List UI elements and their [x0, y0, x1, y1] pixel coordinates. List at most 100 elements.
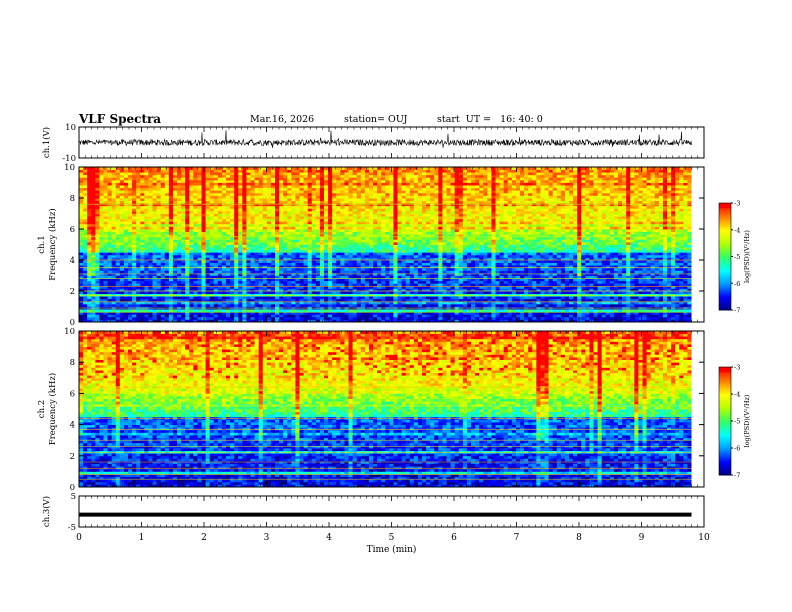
- ch1-spectrogram-cell: [638, 249, 643, 253]
- ch1-spectrogram-cell: [238, 303, 243, 307]
- ch1-spectrogram-cell: [377, 249, 382, 253]
- ch1-spectrogram-cell: [311, 275, 317, 279]
- ch1-spectrogram-cell: [140, 296, 145, 300]
- ch1-spectrogram-cell: [254, 272, 260, 276]
- ch1-spectrogram-cell: [234, 272, 239, 276]
- ch1-spectrogram-cell: [344, 241, 349, 245]
- ch1-spectrogram-cell: [515, 303, 521, 307]
- ch1-spectrogram-cell: [475, 298, 480, 302]
- ch1-spectrogram-cell: [156, 278, 162, 282]
- ch1-spectrogram-cell: [319, 278, 325, 282]
- ch1-spectrogram-cell: [356, 298, 362, 302]
- ch1-spectrogram-cell: [315, 316, 321, 320]
- ch1-spectrogram-cell: [638, 244, 643, 248]
- ch1-spectrogram-cell: [548, 249, 554, 253]
- ch1-spectrogram-cell: [675, 298, 680, 302]
- ch1-spectrogram-cell: [246, 241, 251, 245]
- ch1-spectrogram-cell: [373, 314, 378, 318]
- ch1-spectrogram-cell: [622, 291, 627, 294]
- ch1-spectrogram-cell: [332, 316, 337, 320]
- ch1-spectrogram-cell: [528, 288, 533, 292]
- ch1-spectrogram-cell: [536, 319, 541, 323]
- ch1-spectrogram-cell: [230, 241, 235, 245]
- ch1-spectrogram-cell: [217, 257, 223, 261]
- ch1-spectrogram-cell: [475, 314, 480, 318]
- ch1-spectrogram-cell: [589, 265, 594, 269]
- ch1-spectrogram-cell: [601, 272, 607, 276]
- ch1-spectrogram-cell: [364, 319, 370, 323]
- ch1-spectrogram-cell: [495, 303, 500, 307]
- ch1-spectrogram-cell: [99, 301, 104, 305]
- ch1-spectrogram-cell: [356, 278, 362, 282]
- ch1-spectrogram-cell: [564, 285, 570, 289]
- ch1-spectrogram-cell: [144, 267, 149, 271]
- ch1-spectrogram-cell: [152, 239, 157, 243]
- ch1-spectrogram-cell: [475, 301, 480, 305]
- ch1-spectrogram-cell: [250, 309, 255, 313]
- ch1-spectrogram-cell: [646, 244, 652, 248]
- ch1-spectrogram-cell: [483, 247, 488, 251]
- ch1-spectrogram-cell: [144, 311, 149, 315]
- ch1-spectrogram-cell: [95, 309, 100, 313]
- ch1-spectrogram-cell: [630, 275, 635, 279]
- ch1-spectrogram-cell: [605, 270, 611, 274]
- ch1-spectrogram-cell: [311, 270, 317, 274]
- ch1-spectrogram-cell: [430, 247, 435, 251]
- ch1-spectrogram-cell: [613, 285, 619, 289]
- ch1-spectrogram-cell: [128, 316, 133, 320]
- ch1-spectrogram-cell: [540, 296, 545, 300]
- ch1-spectrogram-cell: [430, 260, 435, 263]
- ch1-spectrogram-cell: [221, 249, 227, 253]
- ch1-spectrogram-cell: [95, 311, 100, 315]
- ch1-spectrogram-cell: [475, 241, 480, 245]
- ch1-spectrogram-cell: [303, 254, 309, 258]
- ch1-spectrogram-cell: [83, 239, 88, 243]
- ch1-spectrogram-cell: [479, 260, 484, 263]
- ch1-spectrogram-cell: [303, 280, 309, 284]
- ch1-spectrogram-cell: [401, 254, 407, 258]
- ch1-spectrogram-cell: [242, 252, 247, 256]
- ch1-spectrogram-cell: [332, 288, 337, 292]
- ch1-spectrogram-cell: [507, 257, 513, 261]
- ch1-spectrogram-cell: [385, 262, 390, 266]
- ch1-spectrogram-cell: [360, 252, 366, 256]
- ch1-spectrogram-cell: [479, 270, 484, 274]
- ch1-spectrogram-cell: [336, 291, 341, 294]
- ch1-spectrogram-cell: [466, 241, 472, 245]
- ch1-spectrogram-cell: [87, 270, 92, 274]
- ch1-spectrogram-cell: [687, 311, 692, 315]
- ch1-spectrogram-cell: [466, 283, 472, 287]
- ch1-spectrogram-cell: [597, 280, 603, 284]
- ch1-spectrogram-cell: [634, 278, 639, 282]
- ch1-spectrogram-cell: [115, 296, 121, 300]
- ch1-spectrogram-cell: [156, 319, 162, 323]
- ch1-spectrogram-cell: [181, 316, 186, 320]
- ch1-spectrogram-cell: [385, 314, 390, 318]
- ch1-spectrogram-cell: [520, 319, 525, 323]
- ch1-spectrogram-cell: [544, 283, 549, 287]
- ch1-spectrogram-cell: [613, 270, 619, 274]
- ch1-spectrogram-cell: [589, 244, 594, 248]
- ch1-spectrogram-cell: [422, 278, 427, 282]
- ch1-spectrogram-cell: [132, 265, 137, 269]
- ch1-spectrogram-cell: [515, 316, 521, 320]
- ch1-spectrogram-cell: [332, 249, 337, 253]
- ch1-spectrogram-cell: [209, 260, 215, 263]
- ch1-spectrogram-cell: [577, 301, 582, 305]
- ch1-spectrogram-cell: [315, 260, 321, 263]
- ch1-spectrogram-cell: [205, 280, 211, 284]
- ch1-spectrogram-cell: [201, 260, 206, 263]
- ch1-spectrogram-cell: [307, 275, 313, 279]
- ch1-spectrogram-cell: [401, 275, 407, 279]
- ch1-spectrogram-cell: [270, 316, 276, 320]
- ch1-spectrogram-cell: [242, 249, 247, 253]
- ch1-spectrogram-cell: [593, 262, 598, 266]
- ch1-spectrogram-cell: [438, 301, 443, 305]
- ch1-spectrogram-cell: [544, 316, 549, 320]
- ch1-spectrogram-cell: [487, 247, 492, 251]
- ch1-spectrogram-cell: [503, 262, 509, 266]
- ch1-spectrogram-cell: [152, 293, 157, 297]
- ch1-spectrogram-cell: [324, 249, 329, 253]
- ch1-spectrogram-cell: [95, 270, 100, 274]
- ch1-spectrogram-cell: [413, 288, 419, 292]
